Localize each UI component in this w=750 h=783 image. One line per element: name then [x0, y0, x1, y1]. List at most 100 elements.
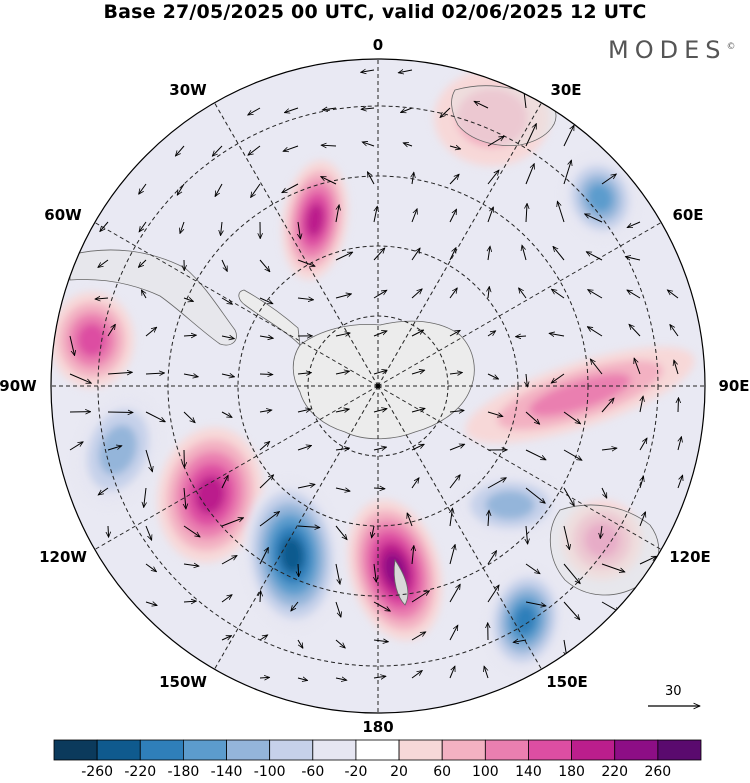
wind-arrow	[488, 510, 489, 527]
wind-arrow	[487, 551, 496, 565]
wind-arrow	[373, 370, 387, 375]
colorbar-tick-label: 20	[390, 764, 408, 780]
wind-arrow	[487, 411, 503, 416]
wind-arrow	[412, 546, 414, 565]
label-30e: 30E	[550, 81, 582, 99]
wind-arrow	[361, 108, 375, 109]
wind-arrow	[513, 640, 527, 642]
wind-arrow	[373, 331, 387, 337]
wind-arrow	[361, 70, 375, 72]
colorbar-swatch	[484, 739, 529, 761]
wind-arrow	[640, 396, 643, 413]
wind-arrow	[221, 556, 237, 565]
wind-arrow	[563, 601, 580, 620]
wind-arrow	[411, 408, 425, 413]
wind-arrow	[183, 601, 196, 602]
wind-arrow	[297, 639, 303, 648]
label-0: 0	[372, 36, 384, 54]
wind-arrow	[177, 183, 185, 195]
anomaly-field	[51, 70, 695, 672]
wind-arrow	[670, 324, 679, 337]
wind-arrow	[282, 183, 299, 193]
wind-arrow	[251, 183, 261, 197]
wind-arrow	[335, 678, 347, 680]
wind-arrow	[183, 374, 198, 377]
wind-arrow	[449, 146, 461, 149]
anomaly-low-105W	[75, 393, 161, 507]
wind-arrow	[259, 677, 270, 678]
wind-arrow	[450, 508, 453, 527]
wind-arrow	[588, 290, 603, 299]
wind-arrow	[411, 209, 417, 223]
anomaly-contour	[584, 522, 620, 558]
label-150w: 150W	[159, 673, 207, 691]
map-disc	[51, 59, 705, 713]
wind-arrow	[259, 475, 274, 489]
wind-arrow	[639, 555, 657, 565]
colorbar-tick-label: -260	[81, 764, 114, 780]
wind-arrow	[407, 513, 413, 527]
meridian-line	[91, 385, 379, 552]
wind-arrow	[145, 602, 157, 605]
wind-arrow	[525, 449, 546, 461]
wind-arrow	[221, 221, 222, 236]
wind-arrow	[259, 548, 269, 565]
wind-arrow	[259, 512, 279, 527]
wind-arrow	[667, 290, 679, 299]
wind-arrow	[95, 298, 109, 299]
wind-arrow	[525, 411, 540, 424]
wind-arrow	[107, 372, 132, 374]
wind-arrow	[525, 563, 540, 574]
wind-arrow	[183, 335, 196, 336]
wind-arrow	[373, 409, 387, 412]
anomaly-contour	[194, 475, 226, 515]
wind-arrow	[259, 635, 268, 641]
wind-arrow	[449, 209, 457, 223]
wind-arrow	[449, 248, 457, 261]
wind-arrow	[449, 584, 460, 603]
wind-arrow	[563, 487, 574, 506]
wind-arrow	[221, 374, 234, 377]
south-pole-marker	[375, 383, 381, 389]
wind-arrow	[335, 601, 341, 617]
colorbar-swatch	[139, 739, 184, 761]
wind-arrow	[563, 411, 581, 424]
wind-arrow	[335, 294, 351, 299]
wind-arrow	[321, 145, 337, 146]
wind-arrow	[145, 563, 156, 572]
wind-arrow	[487, 585, 499, 603]
wind-arrow	[259, 374, 273, 375]
wind-arrow	[601, 398, 614, 413]
wind-arrow	[440, 107, 451, 117]
wind-arrow	[322, 108, 337, 110]
wind-arrow	[525, 487, 545, 503]
anomaly-contour	[587, 183, 613, 213]
wind-arrow	[145, 411, 165, 423]
wind-arrow	[590, 359, 603, 375]
wind-arrow	[449, 410, 464, 412]
wind-arrow	[411, 248, 420, 261]
wind-arrow	[221, 259, 228, 271]
wind-arrow	[640, 476, 644, 489]
wind-arrow	[98, 487, 109, 495]
wind-arrow	[183, 564, 199, 566]
wind-arrow	[297, 678, 308, 681]
wind-arrow	[335, 251, 353, 261]
colorbar-swatch	[269, 739, 314, 761]
wind-arrow	[401, 107, 413, 112]
wind-arrow	[144, 487, 146, 507]
wind-arrow	[487, 478, 506, 489]
wind-arrow	[625, 257, 641, 261]
wind-arrow	[248, 145, 261, 155]
colorbar-tick-label: 140	[515, 764, 542, 780]
wind-arrow	[139, 183, 147, 194]
wind-arrow	[374, 206, 377, 223]
meridian-line	[377, 385, 665, 552]
wind-arrow	[629, 324, 641, 337]
wind-arrow	[601, 563, 625, 572]
anomaly-low-110E	[455, 473, 565, 537]
anomaly-contour	[305, 202, 325, 238]
wind-arrow	[259, 259, 270, 272]
wind-arrow	[411, 671, 422, 679]
